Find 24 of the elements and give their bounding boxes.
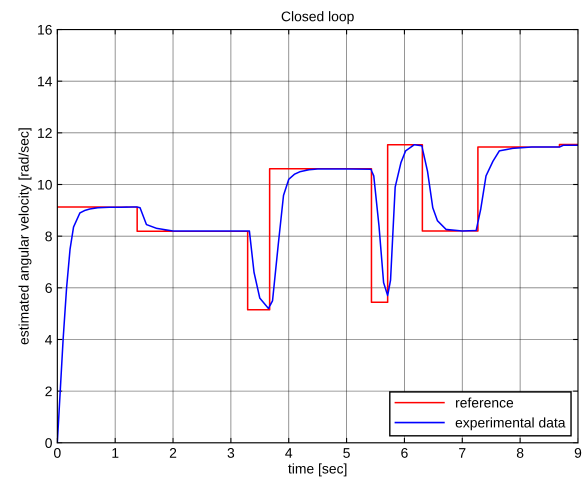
x-tick-label: 0 [54,448,61,458]
y-tick-label: 0 [45,438,52,448]
y-tick-label: 8 [45,231,52,242]
y-tick-label: 14 [38,76,52,86]
y-tick-label: 16 [38,24,52,35]
x-tick-label: 3 [228,448,234,458]
x-tick-label: 6 [401,448,408,458]
y-tick-label: 12 [38,128,52,138]
x-tick-label: 9 [574,448,582,458]
y-tick-label: 6 [45,283,52,293]
x-axis-title: time [sec] [288,463,346,476]
legend-label: experimental data [456,417,566,430]
chart-title: Closed loop [282,11,354,24]
y-tick-label: 10 [38,180,52,190]
y-tick-label: 4 [45,334,52,345]
x-tick-label: 4 [285,448,292,458]
y-axis-title: estimated angular velocity [rad/sec] [18,128,32,344]
x-tick-label: 8 [516,448,524,458]
legend-label: reference [456,397,514,408]
y-tick-label: 2 [45,386,52,396]
x-tick-label: 1 [112,448,118,458]
x-tick-label: 2 [170,448,176,458]
x-tick-label: 5 [343,448,350,458]
x-tick-label: 7 [459,448,466,458]
